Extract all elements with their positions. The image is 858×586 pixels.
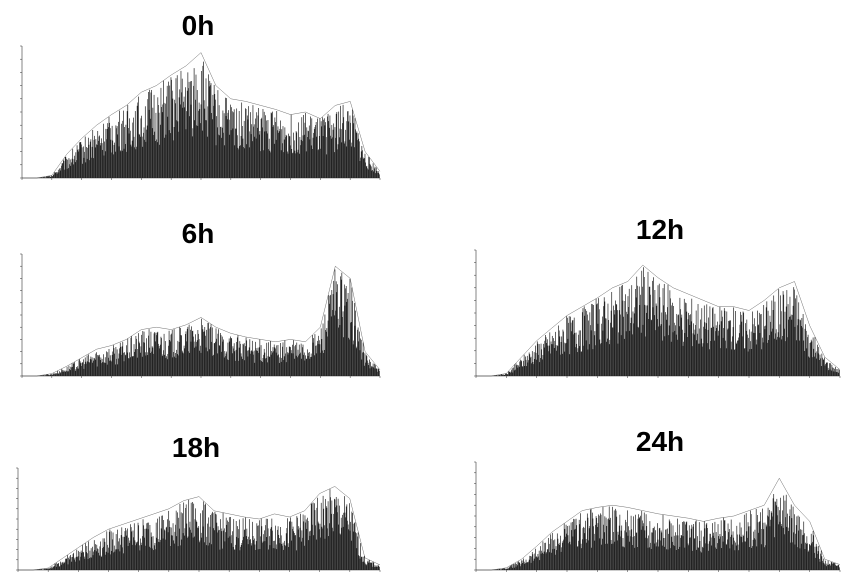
chart-title: 12h (635, 214, 685, 245)
chart-panel-6h: 6h (8, 218, 388, 388)
spectrum-plot (16, 467, 381, 572)
chart-title: 6h (181, 218, 215, 249)
spectrum-peaks (36, 269, 380, 376)
spectrum-plot (20, 45, 381, 180)
spectrum-plot (474, 249, 841, 378)
chart-title: 0h (181, 10, 215, 41)
chart-panel-0h: 0h (8, 10, 388, 190)
spectrum-plot (20, 253, 381, 378)
spectrum-envelope (18, 486, 381, 571)
chart-panel-18h: 18h (4, 432, 388, 582)
spectrum-peaks (33, 489, 380, 570)
spectrum-peaks (36, 61, 380, 178)
chart-panel-24h: 24h (462, 426, 848, 582)
chart-title: 24h (635, 426, 685, 457)
spectrum-peaks (491, 494, 840, 570)
spectrum-envelope (476, 477, 841, 571)
spectrum-envelope (22, 265, 381, 377)
spectrum-peaks (491, 267, 840, 376)
spectrum-envelope (22, 52, 381, 179)
spectrum-envelope (476, 264, 841, 377)
spectrum-plot (474, 461, 841, 572)
chart-title: 18h (171, 432, 221, 463)
chart-panel-12h: 12h (462, 214, 848, 388)
